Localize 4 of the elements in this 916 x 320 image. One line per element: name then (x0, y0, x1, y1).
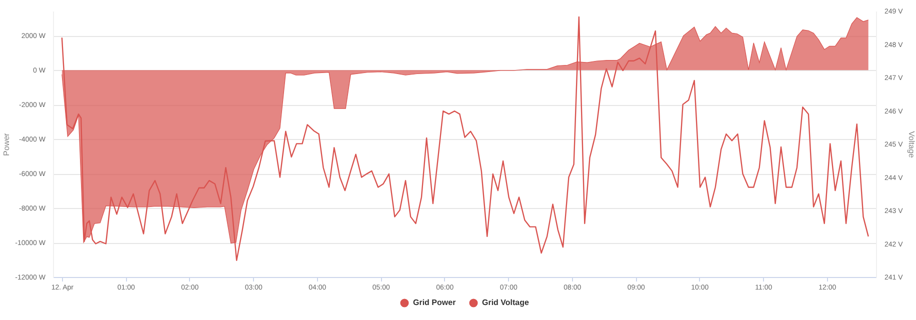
y-axis-title: Power (2, 132, 12, 156)
legend-label: Grid Power (413, 298, 456, 307)
y2-axis-title: Voltage (906, 131, 916, 158)
legend-label: Grid Voltage (482, 298, 530, 307)
